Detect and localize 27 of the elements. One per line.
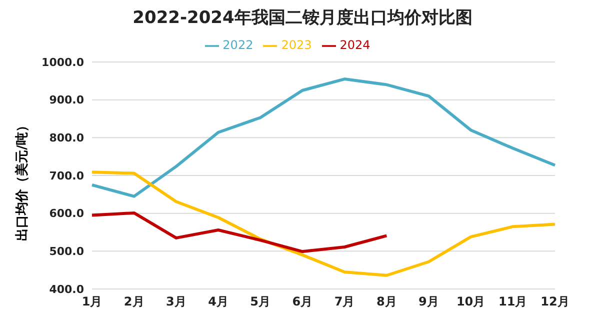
- legend-label: 2023: [281, 38, 312, 52]
- y-tick-label: 700.0: [49, 169, 84, 182]
- x-tick-label: 12月: [540, 294, 570, 309]
- y-tick-label: 1000.0: [42, 56, 84, 69]
- y-tick-label: 800.0: [49, 132, 84, 145]
- y-axis-title: 出口均价（美元/吨）: [14, 119, 30, 241]
- y-tick-label: 900.0: [49, 94, 84, 107]
- x-tick-label: 3月: [166, 294, 186, 309]
- line-series: [90, 211, 388, 254]
- x-tick-label: 7月: [334, 294, 355, 309]
- x-tick-label: 11月: [498, 294, 528, 309]
- y-tick-label: 500.0: [49, 245, 84, 258]
- x-tick-label: 9月: [418, 294, 439, 309]
- x-tick-label: 8月: [376, 294, 397, 309]
- legend-label: 2022: [222, 38, 254, 52]
- x-tick-label: 4月: [208, 294, 228, 309]
- x-tick-label: 6月: [292, 294, 313, 309]
- y-tick-label: 400.0: [49, 282, 84, 296]
- x-tick-label: 5月: [250, 294, 271, 309]
- chart-title: 2022-2024年我国二铵月度出口均价对比图: [132, 7, 474, 29]
- x-tick-label: 2月: [124, 294, 144, 309]
- line-series: [90, 170, 556, 277]
- legend-label: 2024: [340, 38, 370, 52]
- y-tick-label: 600.0: [49, 207, 84, 220]
- line-series: [90, 78, 556, 198]
- x-tick-label: 10月: [456, 294, 486, 309]
- x-tick-label: 1月: [82, 294, 102, 309]
